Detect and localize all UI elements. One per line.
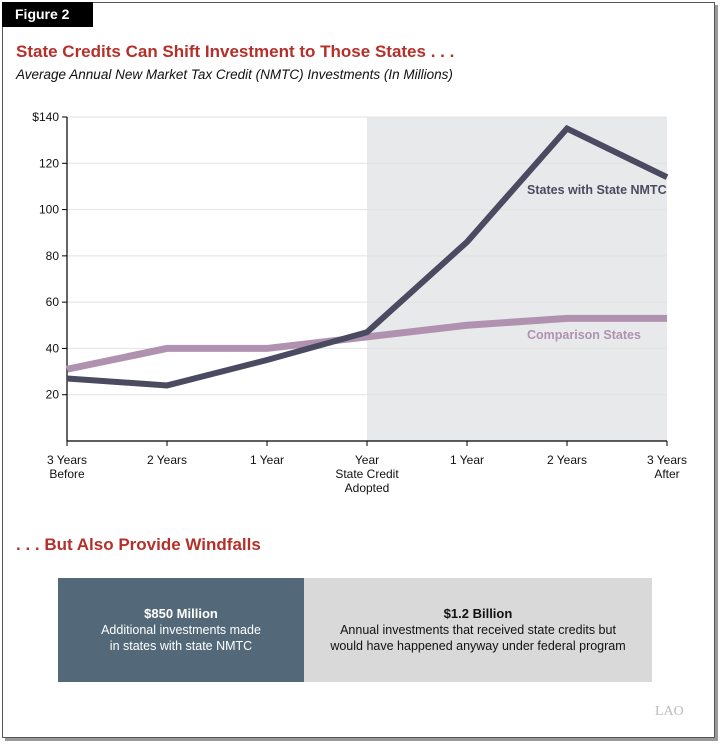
additional-investment-box: $850 Million Additional investments made…	[58, 578, 304, 682]
section-title: . . . But Also Provide Windfalls	[16, 535, 261, 554]
y-tick-label: 60	[46, 295, 60, 309]
x-tick-label: 3 Years	[647, 453, 687, 467]
box-headline: $1.2 Billion	[443, 606, 513, 621]
shaded-region	[367, 117, 667, 441]
x-tick-label: 1 Year	[250, 453, 284, 467]
x-tick-label: Before	[49, 467, 85, 481]
series-label: Comparison States	[527, 328, 641, 342]
series-label: States with State NMTC	[527, 183, 667, 197]
y-tick-label: 20	[46, 388, 60, 402]
x-tick-label: 2 Years	[147, 453, 187, 467]
y-tick-label: 120	[39, 156, 59, 170]
box-text: would have happened anyway under federal…	[330, 639, 626, 653]
box-text: Annual investments that received state c…	[340, 623, 616, 637]
lao-logo: LAO	[655, 704, 684, 719]
chart-subtitle: Average Annual New Market Tax Credit (NM…	[16, 67, 453, 82]
x-tick-label: State Credit	[335, 467, 399, 481]
x-tick-label: Year	[355, 453, 379, 467]
windfall-box: $1.2 Billion Annual investments that rec…	[304, 578, 652, 682]
y-tick-label: 80	[46, 249, 60, 263]
y-tick-label: 100	[39, 203, 59, 217]
x-tick-label: 1 Year	[450, 453, 484, 467]
box-text: in states with state NMTC	[109, 639, 253, 653]
box-text: Additional investments made	[101, 623, 261, 637]
figure-label: Figure 2	[2, 2, 93, 27]
y-tick-label: $140	[32, 110, 59, 124]
chart-title: State Credits Can Shift Investment to Th…	[16, 42, 455, 61]
y-tick-label: 40	[46, 341, 60, 355]
x-tick-label: 2 Years	[547, 453, 587, 467]
x-tick-label: 3 Years	[47, 453, 87, 467]
box-headline: $850 Million	[144, 606, 218, 621]
x-tick-label: Adopted	[345, 481, 390, 495]
x-tick-label: After	[654, 467, 679, 481]
